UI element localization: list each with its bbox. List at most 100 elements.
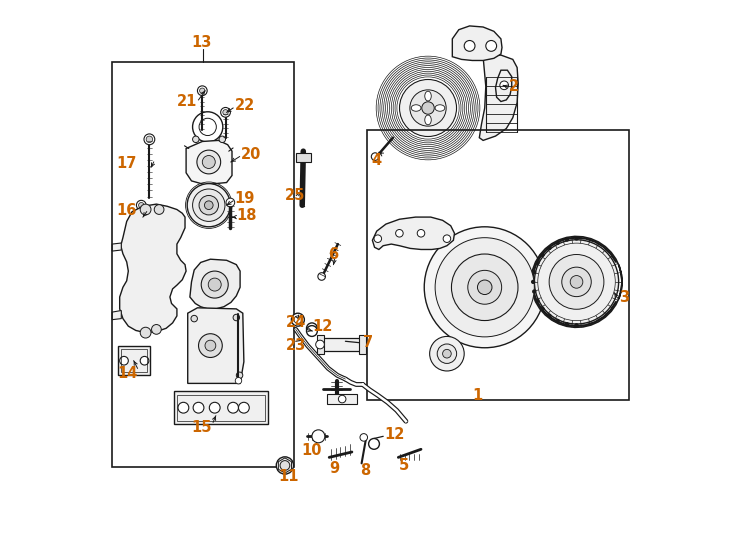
Circle shape bbox=[532, 270, 537, 274]
Circle shape bbox=[219, 136, 225, 143]
Text: 9: 9 bbox=[330, 461, 339, 476]
Circle shape bbox=[575, 237, 578, 241]
Circle shape bbox=[534, 240, 619, 324]
Circle shape bbox=[464, 40, 475, 51]
Circle shape bbox=[233, 314, 239, 321]
Circle shape bbox=[208, 278, 221, 291]
Bar bbox=[296, 153, 310, 162]
Circle shape bbox=[236, 372, 243, 379]
Polygon shape bbox=[112, 310, 121, 320]
Text: 15: 15 bbox=[192, 420, 212, 435]
Circle shape bbox=[140, 327, 151, 338]
Circle shape bbox=[399, 79, 457, 137]
Polygon shape bbox=[190, 259, 240, 309]
Circle shape bbox=[564, 322, 569, 326]
Circle shape bbox=[477, 280, 492, 294]
Circle shape bbox=[139, 202, 144, 208]
Circle shape bbox=[312, 430, 325, 443]
Text: 25: 25 bbox=[285, 188, 305, 203]
Ellipse shape bbox=[425, 115, 432, 125]
Circle shape bbox=[193, 402, 204, 413]
Polygon shape bbox=[372, 217, 454, 249]
Text: 14: 14 bbox=[117, 366, 138, 381]
Circle shape bbox=[178, 402, 189, 413]
Polygon shape bbox=[359, 335, 366, 354]
Circle shape bbox=[422, 102, 435, 114]
Circle shape bbox=[443, 235, 451, 242]
Circle shape bbox=[137, 200, 146, 210]
Circle shape bbox=[151, 325, 161, 334]
Text: 20: 20 bbox=[241, 147, 261, 162]
Circle shape bbox=[535, 261, 539, 265]
Circle shape bbox=[570, 275, 583, 288]
Circle shape bbox=[318, 273, 325, 280]
Circle shape bbox=[540, 307, 545, 311]
Circle shape bbox=[338, 395, 346, 403]
Text: 6: 6 bbox=[328, 247, 338, 262]
Ellipse shape bbox=[425, 91, 432, 101]
Circle shape bbox=[396, 230, 403, 237]
Text: 1: 1 bbox=[472, 388, 482, 403]
Circle shape bbox=[417, 230, 425, 237]
Text: 8: 8 bbox=[360, 463, 371, 478]
Circle shape bbox=[235, 377, 241, 384]
Circle shape bbox=[203, 156, 215, 168]
Circle shape bbox=[280, 461, 290, 470]
Circle shape bbox=[205, 340, 216, 351]
Circle shape bbox=[205, 201, 213, 210]
Circle shape bbox=[429, 336, 464, 371]
Circle shape bbox=[201, 271, 228, 298]
Text: 7: 7 bbox=[363, 335, 373, 350]
Circle shape bbox=[424, 227, 545, 348]
Polygon shape bbox=[319, 338, 362, 351]
Text: 17: 17 bbox=[116, 156, 137, 171]
Circle shape bbox=[368, 438, 379, 449]
Ellipse shape bbox=[435, 105, 445, 111]
Circle shape bbox=[120, 356, 128, 365]
Circle shape bbox=[223, 110, 228, 115]
Text: 10: 10 bbox=[301, 443, 321, 458]
Bar bbox=[121, 349, 147, 372]
Polygon shape bbox=[317, 335, 324, 354]
Circle shape bbox=[500, 81, 509, 90]
Polygon shape bbox=[327, 394, 357, 404]
Circle shape bbox=[191, 315, 197, 322]
Text: 21: 21 bbox=[177, 94, 197, 109]
Circle shape bbox=[140, 204, 151, 215]
Text: 16: 16 bbox=[116, 203, 137, 218]
Circle shape bbox=[197, 86, 207, 96]
Circle shape bbox=[209, 402, 220, 413]
Circle shape bbox=[374, 235, 382, 242]
Text: 23: 23 bbox=[286, 338, 306, 353]
Circle shape bbox=[192, 136, 199, 143]
Circle shape bbox=[562, 267, 592, 296]
Circle shape bbox=[239, 402, 250, 413]
Text: 19: 19 bbox=[235, 191, 255, 206]
Circle shape bbox=[307, 326, 317, 336]
Text: 12: 12 bbox=[312, 319, 333, 334]
Bar bbox=[174, 392, 268, 424]
Circle shape bbox=[410, 90, 446, 126]
Circle shape bbox=[192, 189, 225, 221]
Circle shape bbox=[154, 205, 164, 214]
Circle shape bbox=[276, 457, 294, 474]
Circle shape bbox=[435, 238, 534, 337]
Text: 2: 2 bbox=[509, 79, 519, 94]
Text: 24: 24 bbox=[286, 315, 306, 330]
Circle shape bbox=[486, 40, 497, 51]
Circle shape bbox=[226, 198, 235, 207]
Polygon shape bbox=[112, 243, 121, 251]
Text: 22: 22 bbox=[235, 98, 255, 113]
Circle shape bbox=[371, 153, 379, 160]
Circle shape bbox=[531, 280, 535, 284]
Circle shape bbox=[548, 314, 552, 318]
Text: 13: 13 bbox=[192, 35, 212, 50]
Polygon shape bbox=[186, 140, 232, 185]
Polygon shape bbox=[495, 70, 512, 102]
Circle shape bbox=[198, 334, 222, 357]
Polygon shape bbox=[479, 55, 518, 140]
Circle shape bbox=[437, 344, 457, 363]
Circle shape bbox=[221, 107, 230, 117]
Circle shape bbox=[535, 299, 539, 303]
Circle shape bbox=[144, 134, 155, 145]
